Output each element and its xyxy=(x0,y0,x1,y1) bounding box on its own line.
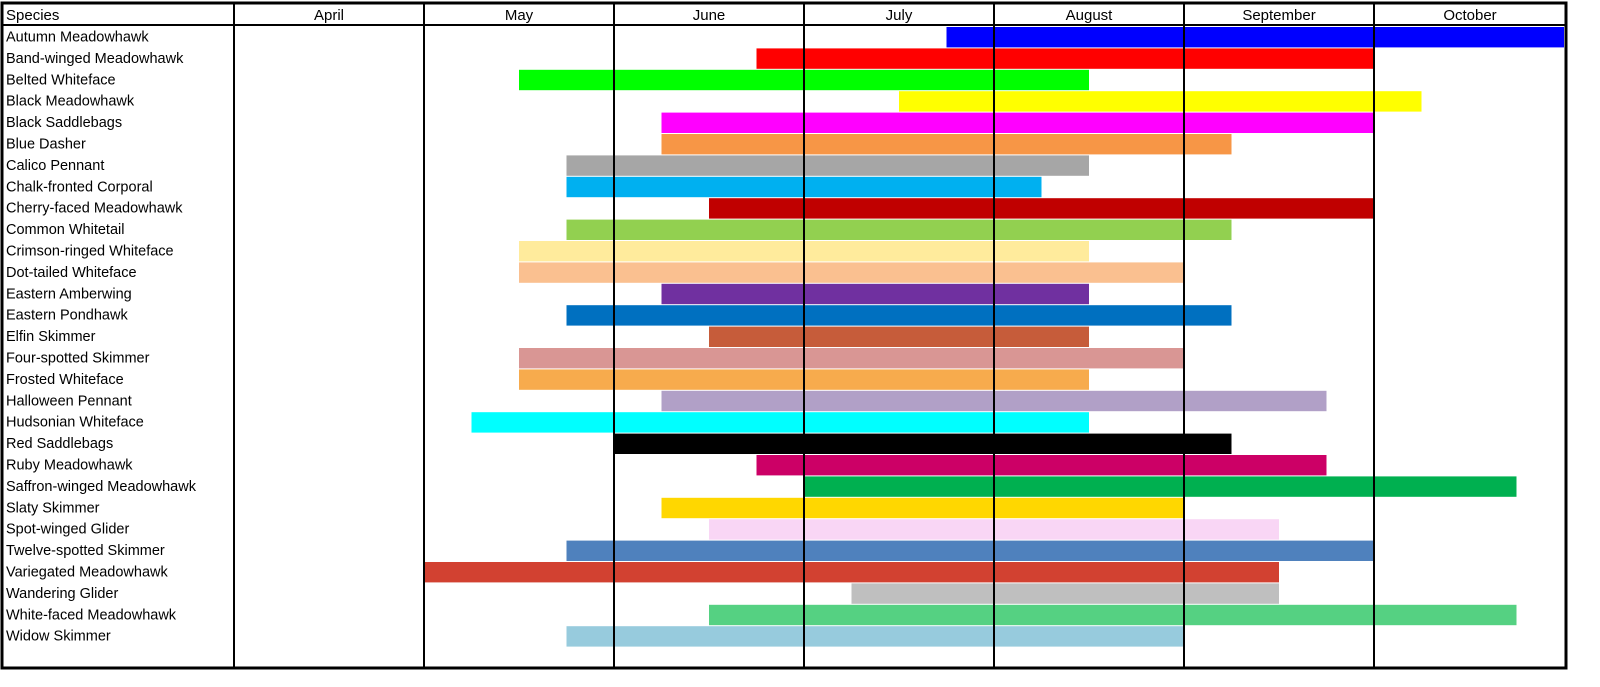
bar-band-winged-meadowhawk xyxy=(756,48,1374,69)
bar-autumn-meadowhawk xyxy=(946,27,1564,48)
month-header: June xyxy=(693,7,726,24)
bar-black-meadowhawk xyxy=(899,91,1422,112)
species-header: Species xyxy=(6,7,59,24)
species-label: Crimson-ringed Whiteface xyxy=(6,244,174,260)
bar-elfin-skimmer xyxy=(709,326,1089,347)
species-label: Slaty Skimmer xyxy=(6,500,100,516)
species-label: Twelve-spotted Skimmer xyxy=(6,543,165,559)
bar-four-spotted-skimmer xyxy=(519,348,1184,369)
species-label: Frosted Whiteface xyxy=(6,372,124,388)
month-header: May xyxy=(505,7,534,24)
month-header: October xyxy=(1443,7,1496,24)
grid-layer xyxy=(0,1,1568,670)
species-label: Elfin Skimmer xyxy=(6,329,96,345)
species-label: Band-winged Meadowhawk xyxy=(6,51,184,67)
species-label: Red Saddlebags xyxy=(6,436,113,452)
species-label: Belted Whiteface xyxy=(6,72,116,88)
bar-widow-skimmer xyxy=(566,626,1184,647)
species-label: Black Meadowhawk xyxy=(6,94,135,110)
month-header: September xyxy=(1242,7,1315,24)
species-label: Wandering Glider xyxy=(6,586,118,602)
species-label: Cherry-faced Meadowhawk xyxy=(6,201,183,217)
bar-calico-pennant xyxy=(566,155,1089,176)
bar-red-saddlebags xyxy=(614,433,1232,454)
species-label: Chalk-fronted Corporal xyxy=(6,179,153,195)
species-label: Four-spotted Skimmer xyxy=(6,351,150,367)
bar-hudsonian-whiteface xyxy=(471,412,1089,433)
species-label: Common Whitetail xyxy=(6,222,124,238)
month-header: August xyxy=(1066,7,1114,24)
bar-cherry-faced-meadowhawk xyxy=(709,198,1374,219)
bar-eastern-amberwing xyxy=(661,283,1089,305)
bar-blue-dasher xyxy=(661,134,1232,155)
labels-layer: Species Autumn Meadowhawk Band-winged Mea… xyxy=(6,7,1497,645)
species-label: Blue Dasher xyxy=(6,137,86,153)
species-label: Eastern Amberwing xyxy=(6,286,132,302)
bar-white-faced-meadowhawk xyxy=(709,604,1517,626)
species-label: Black Saddlebags xyxy=(6,115,122,131)
month-header: April xyxy=(314,7,344,24)
chart-border xyxy=(0,1,1568,670)
species-label: Eastern Pondhawk xyxy=(6,308,128,324)
species-label: Autumn Meadowhawk xyxy=(6,30,149,46)
species-label: Saffron-winged Meadowhawk xyxy=(6,479,197,495)
species-label: Widow Skimmer xyxy=(6,629,111,645)
species-label: Hudsonian Whiteface xyxy=(6,415,144,431)
bar-dot-tailed-whiteface xyxy=(519,262,1184,283)
species-label: Spot-winged Glider xyxy=(6,522,129,538)
bar-slaty-skimmer xyxy=(661,497,1184,519)
species-label: Halloween Pennant xyxy=(6,393,132,409)
bar-saffron-winged-meadowhawk xyxy=(804,476,1517,497)
month-header: July xyxy=(886,7,913,24)
bar-variegated-meadowhawk xyxy=(424,562,1279,583)
species-label: White-faced Meadowhawk xyxy=(6,607,177,623)
species-label: Ruby Meadowhawk xyxy=(6,458,133,474)
bars-layer xyxy=(424,27,1564,647)
species-label: Calico Pennant xyxy=(6,158,104,174)
bar-wandering-glider xyxy=(851,583,1279,604)
bar-eastern-pondhawk xyxy=(566,305,1232,326)
species-label: Dot-tailed Whiteface xyxy=(6,265,137,281)
species-label: Variegated Meadowhawk xyxy=(6,565,168,581)
bar-twelve-spotted-skimmer xyxy=(566,540,1374,561)
bar-black-saddlebags xyxy=(661,112,1374,133)
bar-common-whitetail xyxy=(566,219,1232,240)
bar-ruby-meadowhawk xyxy=(756,455,1327,476)
